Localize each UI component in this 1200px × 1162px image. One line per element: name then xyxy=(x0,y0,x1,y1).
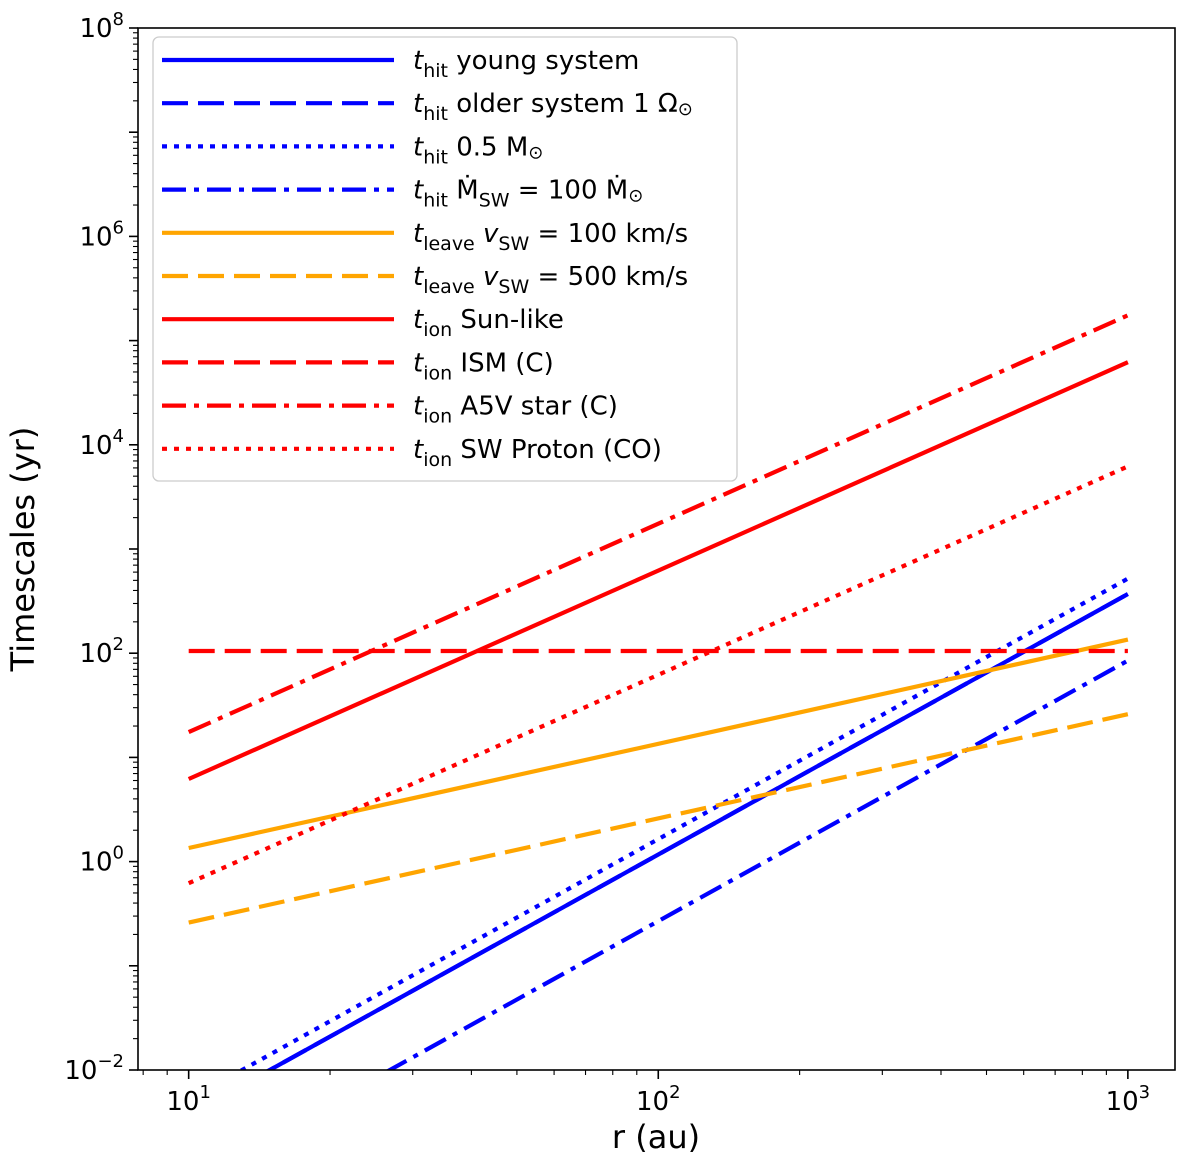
legend-label-thit-young: thit young system xyxy=(413,46,639,82)
legend-label-thit-mdot: thit ṀSW = 100 Ṁ⊙ xyxy=(413,174,643,212)
series-line-tleave-500 xyxy=(188,712,1129,925)
legend-label-tion-a5v: tion A5V star (C) xyxy=(413,392,618,428)
y-tick-label: 104 xyxy=(79,426,124,461)
x-tick-label: 103 xyxy=(1106,1082,1151,1117)
legend-label-tion-ism: tion ISM (C) xyxy=(413,348,554,384)
y-axis-label: Timescales (yr) xyxy=(4,427,42,673)
legend-label-tleave-100: tleave vSW = 100 km/s xyxy=(413,219,688,255)
series-line-tion-sw-proton xyxy=(187,464,1129,886)
legend: thit young system thit older system 1 Ω⊙ t… xyxy=(152,36,738,482)
y-axis: 10−2 100 102 104 106 108 xyxy=(64,9,138,1086)
legend-label-tion-sw-proton: tion SW Proton (CO) xyxy=(413,435,662,471)
y-tick-label: 102 xyxy=(79,634,124,669)
y-tick-label: 100 xyxy=(79,843,124,878)
legend-label-thit-older: thit older system 1 Ω⊙ xyxy=(413,89,693,125)
legend-label-tleave-500: tleave vSW = 500 km/s xyxy=(413,262,688,298)
x-axis: 101 102 103 xyxy=(142,1070,1151,1117)
legend-label-thit-half-msun: thit 0.5 M⊙ xyxy=(413,132,543,168)
y-tick-label: 106 xyxy=(79,217,124,252)
x-tick-label: 102 xyxy=(636,1082,681,1117)
legend-label-tion-sunlike: tion Sun-like xyxy=(413,305,564,341)
x-axis-label: r (au) xyxy=(612,1118,700,1156)
x-tick-label: 101 xyxy=(166,1082,211,1117)
series-line-tion-a5v xyxy=(187,313,1129,735)
y-tick-label: 108 xyxy=(79,9,124,44)
series-line-thit-young xyxy=(265,592,1129,1070)
series-line-tion-sunlike xyxy=(187,360,1129,781)
y-tick-label: 10−2 xyxy=(64,1051,124,1086)
series-layer xyxy=(187,313,1129,1070)
